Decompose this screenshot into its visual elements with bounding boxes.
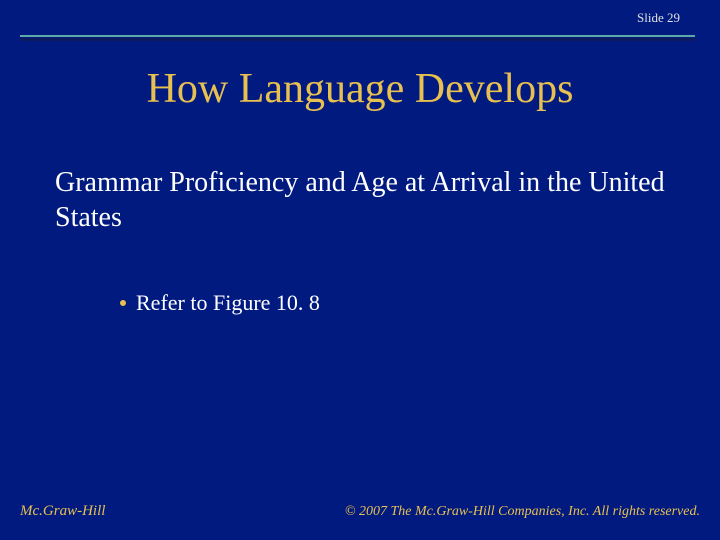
footer-publisher: Mc.Graw-Hill [20,503,105,520]
bullet-item: Refer to Figure 10. 8 [120,290,320,316]
slide-number: Slide 29 [637,10,680,26]
divider-line-teal [20,35,695,37]
slide: Slide 29 How Language Develops Grammar P… [0,0,720,540]
divider-line-navy [20,38,695,41]
slide-title: How Language Develops [0,65,720,113]
bullet-dot-icon [120,300,126,306]
bullet-text: Refer to Figure 10. 8 [136,290,320,316]
slide-subtitle: Grammar Proficiency and Age at Arrival i… [55,165,665,235]
footer-copyright: © 2007 The Mc.Graw-Hill Companies, Inc. … [345,504,700,520]
